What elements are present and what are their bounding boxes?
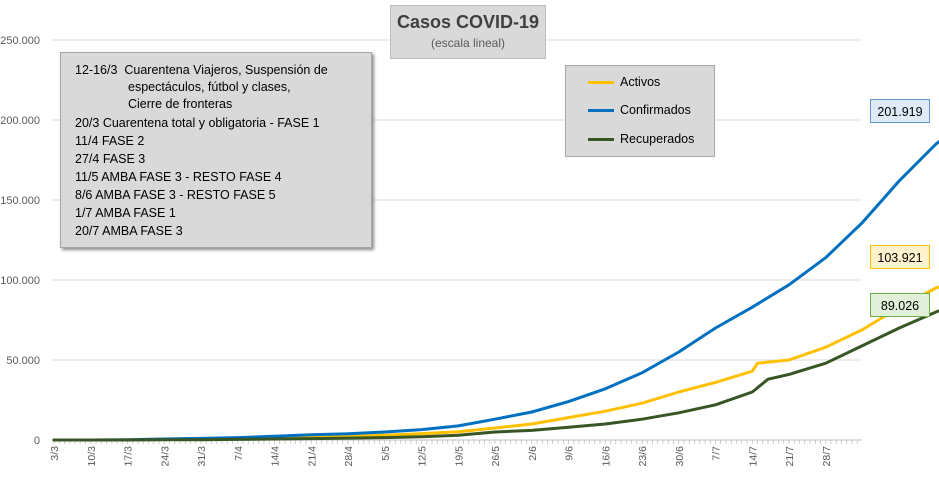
recuperados-end-label: 89.026 xyxy=(870,293,930,317)
note-item: espectáculos, fútbol y clases, xyxy=(128,80,291,94)
x-tick-label: 12/5 xyxy=(417,446,429,467)
note-text: AMBA FASE 1 xyxy=(95,206,176,220)
note-item: 11/4 FASE 2 xyxy=(75,134,144,148)
note-item: 20/7 AMBA FASE 3 xyxy=(75,224,183,238)
x-tick-label: 23/6 xyxy=(637,446,649,467)
legend-label: Recuperados xyxy=(620,132,695,146)
legend: Activos Confirmados Recuperados xyxy=(565,65,715,157)
note-date: 8/6 xyxy=(75,188,93,202)
note-item: Cierre de fronteras xyxy=(128,97,232,111)
series-lines xyxy=(52,139,939,442)
note-date: 12-16/3 xyxy=(75,63,118,77)
series-line-activos xyxy=(52,285,939,442)
note-text: Cuarentena total y obligatoria - FASE 1 xyxy=(102,116,320,130)
x-tick-label: 16/6 xyxy=(600,446,612,467)
timeline-notes: 12-16/3 Cuarentena Viajeros, Suspensión … xyxy=(60,52,372,248)
note-text: AMBA FASE 3 xyxy=(102,224,183,238)
note-date: 11/4 xyxy=(75,134,99,148)
series-line-recuperados xyxy=(52,309,939,442)
x-tick-label: 9/6 xyxy=(564,446,576,461)
x-tick-label: 2/6 xyxy=(527,446,539,461)
legend-label: Confirmados xyxy=(620,103,691,117)
note-text: AMBA FASE 3 - RESTO FASE 4 xyxy=(101,170,282,184)
x-tick-label: 5/5 xyxy=(380,446,392,461)
legend-label: Activos xyxy=(620,75,661,89)
chart-title-box: Casos COVID-19 (escala lineal) xyxy=(390,5,546,59)
x-tick-label: 28/4 xyxy=(343,446,355,467)
y-axis-ticks: 0 50.000 100.000 150.000 200.000 250.000 xyxy=(0,35,40,447)
note-item: 12-16/3 Cuarentena Viajeros, Suspensión … xyxy=(75,63,328,77)
x-tick-label: 28/7 xyxy=(821,446,833,467)
x-tick-label: 24/3 xyxy=(159,446,171,467)
x-tick-label: 30/6 xyxy=(674,446,686,467)
legend-item-recuperados: Recuperados xyxy=(588,132,694,146)
legend-swatch xyxy=(588,109,614,113)
x-tick-label: 19/5 xyxy=(453,446,465,467)
y-tick-label: 50.000 xyxy=(6,355,40,367)
x-tick-label: 31/3 xyxy=(196,446,208,467)
y-tick-label: 150.000 xyxy=(0,195,40,207)
y-tick-label: 250.000 xyxy=(0,35,40,47)
note-date: 20/7 xyxy=(75,224,100,238)
x-tick-label: 14/4 xyxy=(270,446,282,467)
activos-end-label: 103.921 xyxy=(870,245,930,269)
chart-subtitle: (escala lineal) xyxy=(430,36,506,50)
y-tick-label: 0 xyxy=(34,435,40,447)
x-axis-ticks: 3/3 10/3 17/3 24/3 31/3 7/4 14/4 21/4 28/4 5/5 12/… xyxy=(49,440,858,467)
x-tick-label: 21/7 xyxy=(784,446,796,467)
legend-swatch xyxy=(588,81,614,85)
note-text: Cuarentena Viajeros, Suspensión de xyxy=(124,63,328,77)
x-tick-label: 14/7 xyxy=(747,446,759,467)
y-tick-label: 200.000 xyxy=(0,115,40,127)
x-tick-label: 3/3 xyxy=(49,446,61,461)
x-tick-label: 26/5 xyxy=(490,446,502,467)
note-date: 11/5 xyxy=(75,170,99,184)
note-date: 20/3 xyxy=(75,116,100,130)
x-tick-label: 17/3 xyxy=(123,446,135,467)
legend-swatch xyxy=(588,138,614,142)
x-tick-label: 21/4 xyxy=(306,446,318,467)
legend-item-confirmados: Confirmados xyxy=(588,103,691,117)
note-text: FASE 2 xyxy=(101,134,145,148)
note-item: 11/5 AMBA FASE 3 - RESTO FASE 4 xyxy=(75,170,282,184)
note-text: FASE 3 xyxy=(102,152,146,166)
legend-item-activos: Activos xyxy=(588,75,660,89)
note-date: 27/4 xyxy=(75,152,100,166)
note-text: AMBA FASE 3 - RESTO FASE 5 xyxy=(95,188,276,202)
note-item: 20/3 Cuarentena total y obligatoria - FA… xyxy=(75,116,320,130)
x-tick-label: 10/3 xyxy=(86,446,98,467)
note-item: 1/7 AMBA FASE 1 xyxy=(75,206,176,220)
note-item: 27/4 FASE 3 xyxy=(75,152,145,166)
y-tick-label: 100.000 xyxy=(0,275,40,287)
x-tick-label: 7/4 xyxy=(233,446,245,461)
note-text: espectáculos, fútbol y clases, xyxy=(128,80,291,94)
note-date: 1/7 xyxy=(75,206,93,220)
x-tick-label: 7/7 xyxy=(711,446,723,461)
note-text: Cierre de fronteras xyxy=(128,97,233,111)
note-item: 8/6 AMBA FASE 3 - RESTO FASE 5 xyxy=(75,188,276,202)
chart-title: Casos COVID-19 xyxy=(396,12,540,32)
confirmados-end-label: 201.919 xyxy=(870,99,930,123)
